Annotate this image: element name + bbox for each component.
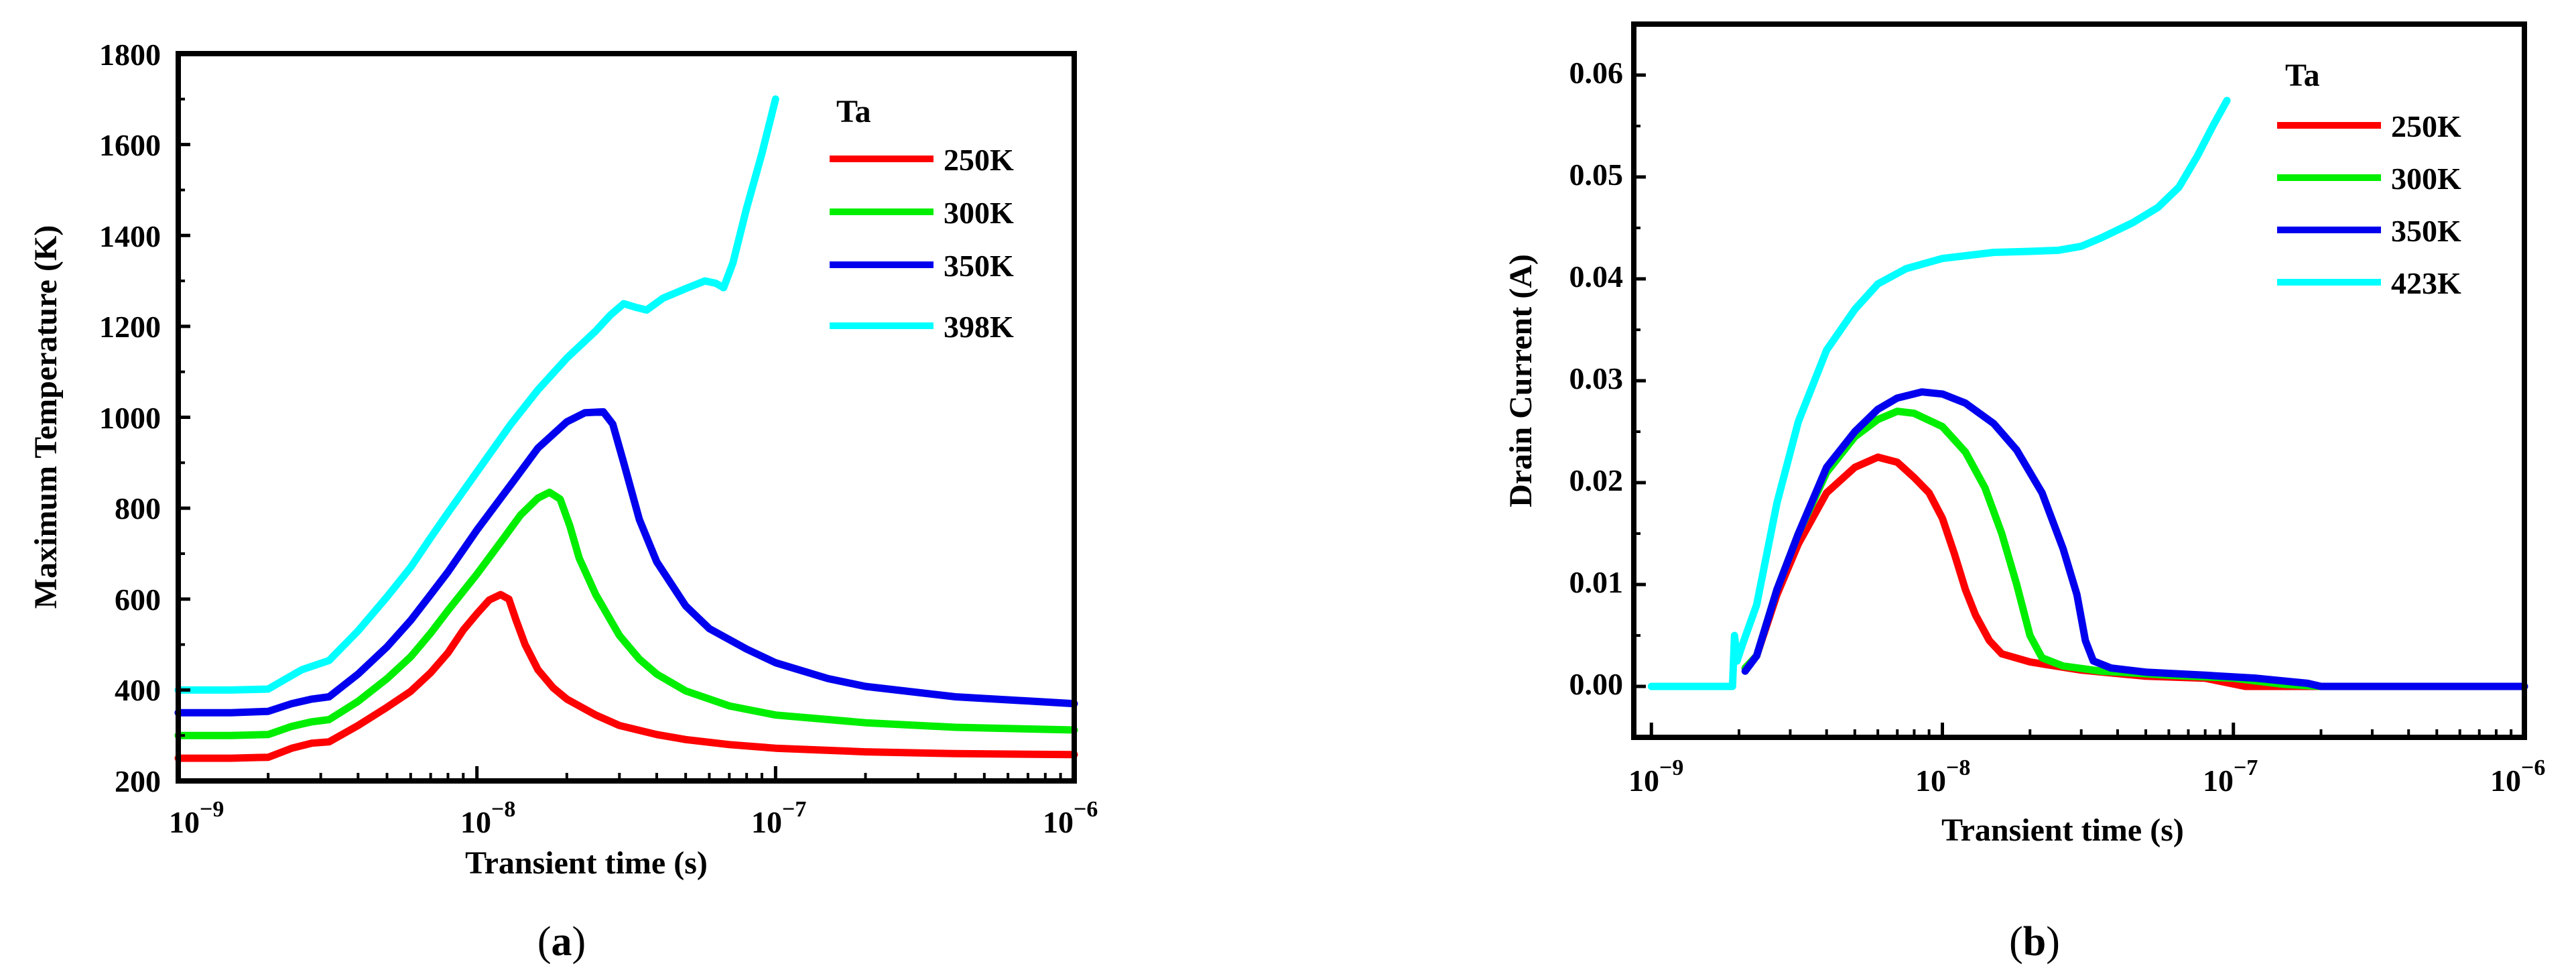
panel-a-legend: Ta 250K 300K 350K 398K [830,94,1014,344]
panel-a-caption: (a) [537,919,586,965]
legend-label: 423K [2391,266,2461,300]
y-tick-label: 200 [115,764,161,798]
y-tick-label: 0.05 [1569,158,1624,192]
panel-a-x-axis-label: Transient time (s) [465,845,708,881]
x-tick-label: 10−9 [169,797,224,839]
legend-label: 350K [944,249,1014,283]
series-line-250k [1745,457,2524,686]
y-tick-label: 1800 [99,38,161,72]
panel-a-ticks-layer [178,54,1074,781]
series-line-250k [178,595,1074,758]
panel-b-x-tick-labels: 10−9 10−8 10−7 10−6 [1628,755,2545,798]
legend-title: Ta [836,94,871,129]
y-tick-label: 0.01 [1569,565,1624,599]
y-tick-label: 1200 [99,310,161,344]
panel-a-x-tick-labels: 10−9 10−8 10−7 10−6 [169,797,1098,839]
x-tick-label: 10−7 [751,797,806,839]
legend-label: 398K [944,310,1014,344]
panel-a-series-layer [178,99,1074,758]
panel-b-y-tick-labels: 0.00 0.01 0.02 0.03 0.04 0.05 0.06 [1569,56,1624,701]
x-tick-label: 10−6 [2490,755,2545,798]
panel-b-drain-current-chart: 0.00 0.01 0.02 0.03 0.04 0.05 0.06 10−9 … [1503,24,2545,965]
x-tick-label: 10−7 [2203,755,2258,798]
panel-b-legend: Ta 250K 300K 350K 423K [2277,58,2461,300]
panel-a-plot-frame [178,54,1074,781]
panel-a-y-tick-labels: 200 400 600 800 1000 1200 1400 1600 1800 [99,38,161,798]
y-tick-label: 1400 [99,219,161,253]
legend-label: 300K [2391,162,2461,196]
legend-label: 300K [944,196,1014,230]
y-tick-label: 600 [115,583,161,617]
legend-title: Ta [2285,58,2320,93]
panel-b-y-axis-label: Drain Current (A) [1503,254,1539,507]
y-tick-label: 0.03 [1569,361,1624,395]
y-tick-label: 0.04 [1569,259,1624,294]
series-line-350k [1745,392,2524,686]
series-line-300k [1745,412,2524,686]
y-tick-label: 1600 [99,128,161,162]
x-tick-label: 10−6 [1043,797,1098,839]
y-tick-label: 0.06 [1569,56,1624,90]
panel-a-y-axis-label: Maximum Temperature (K) [28,225,64,609]
y-tick-label: 0.02 [1569,463,1624,497]
panel-b-caption: (b) [2009,919,2060,965]
y-tick-label: 800 [115,491,161,526]
figure: 200 400 600 800 1000 1200 1400 1600 1800… [0,0,2576,978]
y-tick-label: 0.00 [1569,667,1624,701]
panel-a-maximum-temperature-chart: 200 400 600 800 1000 1200 1400 1600 1800… [28,38,1098,965]
legend-label: 250K [944,143,1014,177]
panel-b-x-axis-label: Transient time (s) [1941,812,2184,848]
x-tick-label: 10−8 [460,797,515,839]
y-tick-label: 1000 [99,401,161,435]
x-tick-label: 10−8 [1915,755,1970,798]
y-tick-label: 400 [115,673,161,707]
x-tick-label: 10−9 [1628,755,1683,798]
legend-label: 250K [2391,109,2461,143]
legend-label: 350K [2391,214,2461,248]
